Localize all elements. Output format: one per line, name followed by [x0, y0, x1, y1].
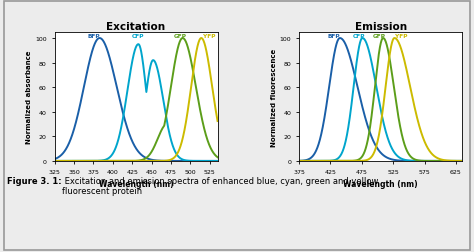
X-axis label: Wavelength (nm): Wavelength (nm) — [343, 179, 418, 188]
Text: CFP: CFP — [131, 34, 144, 39]
Text: BFP: BFP — [327, 34, 340, 39]
Text: Excitation and emission spectra of enhanced blue, cyan, green and yellow
fluores: Excitation and emission spectra of enhan… — [62, 176, 378, 196]
Y-axis label: Normalized fluorescence: Normalized fluorescence — [271, 48, 277, 146]
Y-axis label: Normalized absorbance: Normalized absorbance — [27, 50, 32, 144]
X-axis label: Wavelength (nm): Wavelength (nm) — [99, 179, 173, 188]
Text: YFP: YFP — [395, 34, 408, 39]
Text: BFP: BFP — [88, 34, 100, 39]
Text: GFP: GFP — [174, 34, 187, 39]
Text: YFP: YFP — [203, 34, 215, 39]
Text: CFP: CFP — [353, 34, 365, 39]
Text: GFP: GFP — [373, 34, 386, 39]
Text: Figure 3. 1:: Figure 3. 1: — [7, 176, 62, 185]
Title: Emission: Emission — [355, 22, 407, 32]
Title: Excitation: Excitation — [107, 22, 165, 32]
